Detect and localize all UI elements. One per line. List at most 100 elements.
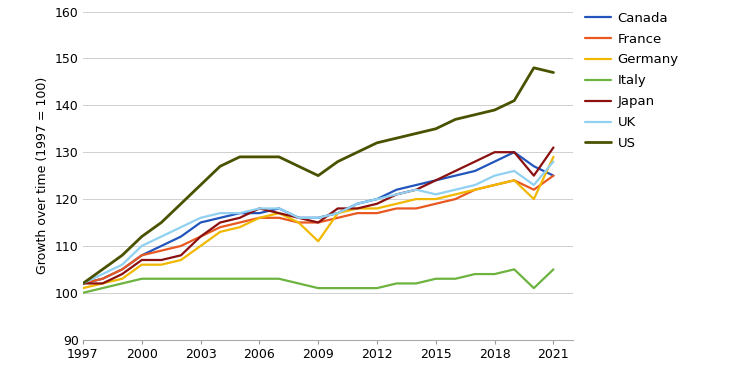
Germany — [529, 197, 538, 201]
UK — [176, 225, 185, 230]
Japan — [176, 253, 185, 257]
Line: Italy: Italy — [83, 269, 553, 293]
France — [196, 234, 205, 239]
Germany — [372, 206, 382, 211]
Germany — [294, 220, 303, 225]
Germany — [490, 183, 499, 187]
France — [157, 248, 166, 253]
UK — [549, 159, 558, 164]
Japan — [529, 173, 538, 178]
Japan — [118, 272, 127, 276]
US — [510, 98, 519, 103]
France — [431, 201, 440, 206]
US — [392, 136, 401, 141]
Italy — [216, 276, 225, 281]
Canada — [78, 281, 87, 286]
UK — [353, 201, 362, 206]
US — [412, 131, 421, 136]
Italy — [412, 281, 421, 286]
France — [216, 225, 225, 230]
Japan — [470, 159, 480, 164]
UK — [274, 206, 284, 211]
Italy — [255, 276, 264, 281]
France — [118, 267, 127, 272]
US — [157, 220, 166, 225]
UK — [510, 169, 519, 173]
France — [294, 220, 303, 225]
Germany — [549, 154, 558, 159]
Italy — [549, 267, 558, 272]
Canada — [235, 211, 244, 215]
Italy — [392, 281, 401, 286]
UK — [137, 244, 146, 248]
Italy — [274, 276, 284, 281]
Italy — [235, 276, 244, 281]
Germany — [274, 211, 284, 215]
Japan — [235, 215, 244, 220]
France — [314, 220, 323, 225]
Japan — [333, 206, 342, 211]
US — [451, 117, 460, 122]
Japan — [137, 258, 146, 262]
Canada — [431, 178, 440, 183]
Germany — [353, 206, 362, 211]
Japan — [451, 169, 460, 173]
UK — [294, 215, 303, 220]
Japan — [196, 234, 205, 239]
Canada — [451, 173, 460, 178]
US — [470, 112, 480, 117]
Line: France: France — [83, 176, 553, 283]
Italy — [353, 286, 362, 290]
US — [216, 164, 225, 169]
UK — [490, 173, 499, 178]
Canada — [392, 187, 401, 192]
US — [274, 154, 284, 159]
Canada — [314, 215, 323, 220]
UK — [372, 197, 382, 201]
Germany — [255, 215, 264, 220]
Canada — [98, 276, 107, 281]
US — [255, 154, 264, 159]
Germany — [392, 201, 401, 206]
Germany — [333, 211, 342, 215]
US — [294, 164, 303, 169]
France — [98, 276, 107, 281]
UK — [529, 183, 538, 187]
Italy — [529, 286, 538, 290]
Germany — [314, 239, 323, 244]
Italy — [294, 281, 303, 286]
Germany — [412, 197, 421, 201]
Germany — [470, 187, 480, 192]
Italy — [78, 291, 87, 295]
Japan — [490, 150, 499, 154]
Japan — [510, 150, 519, 154]
US — [490, 108, 499, 112]
US — [314, 173, 323, 178]
US — [353, 150, 362, 154]
Japan — [255, 206, 264, 211]
France — [78, 281, 87, 286]
Japan — [216, 220, 225, 225]
Japan — [157, 258, 166, 262]
UK — [333, 211, 342, 215]
France — [235, 220, 244, 225]
UK — [98, 272, 107, 276]
France — [392, 206, 401, 211]
France — [510, 178, 519, 183]
US — [196, 183, 205, 187]
Italy — [176, 276, 185, 281]
Canada — [490, 159, 499, 164]
Canada — [549, 173, 558, 178]
Japan — [353, 206, 362, 211]
US — [137, 234, 146, 239]
France — [470, 187, 480, 192]
Japan — [294, 215, 303, 220]
UK — [235, 211, 244, 215]
Canada — [137, 253, 146, 257]
US — [176, 201, 185, 206]
Canada — [274, 206, 284, 211]
Italy — [314, 286, 323, 290]
UK — [470, 183, 480, 187]
Line: UK: UK — [83, 162, 553, 283]
Italy — [490, 272, 499, 276]
